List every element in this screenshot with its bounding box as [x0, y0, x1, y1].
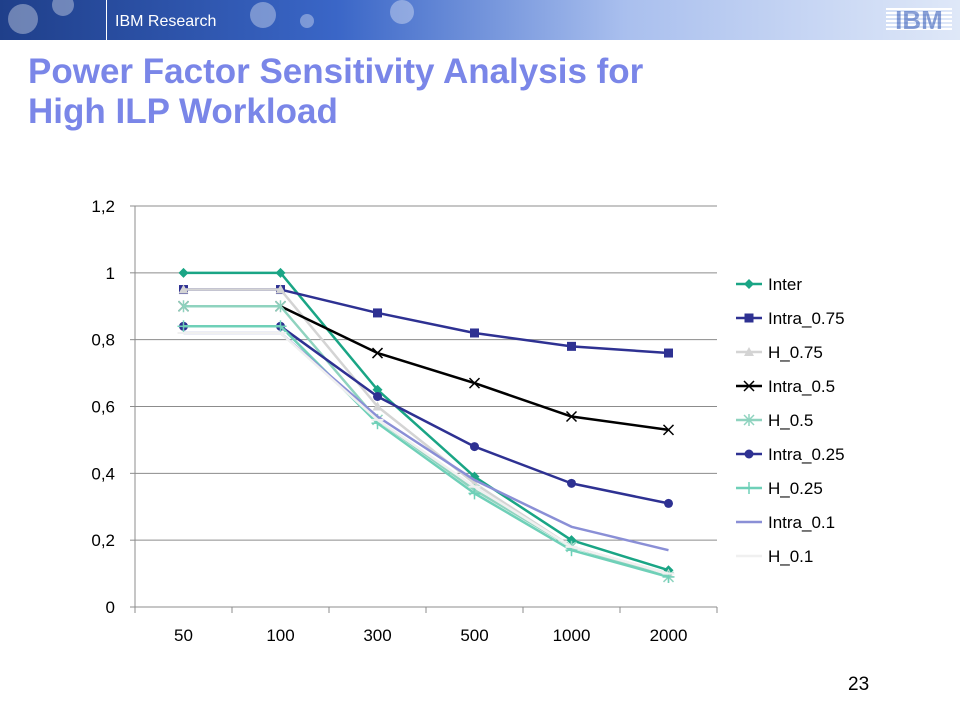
legend-label: H_0.5 [768, 411, 813, 430]
data-point [275, 284, 286, 294]
x-tick-label: 2000 [650, 626, 688, 645]
data-point [178, 267, 189, 278]
legend-label: H_0.1 [768, 547, 813, 566]
data-point [372, 401, 383, 411]
legend-marker [744, 449, 754, 459]
legend-item: Intra_0.75 [736, 309, 845, 328]
series-line [183, 288, 669, 355]
banner-decoration [250, 2, 276, 28]
data-point [470, 442, 479, 452]
series-line [183, 305, 669, 432]
legend: Inter Intra_0.75 H_0.75 Intra_0.5 H_0.5 Intra… [736, 275, 845, 566]
data-point [470, 328, 479, 338]
brand-label: IBM Research [106, 0, 216, 40]
legend-label: Intra_0.1 [768, 513, 835, 532]
series-intra-0-1 [183, 331, 669, 552]
series-line [183, 325, 669, 579]
legend-marker [744, 279, 754, 289]
ibm-logo: IBM [886, 5, 952, 34]
legend-item: H_0.1 [736, 547, 813, 566]
legend-label: Inter [768, 275, 802, 294]
series-intra-0-75 [179, 285, 673, 358]
y-tick-label: 1 [106, 264, 115, 283]
x-tick-label: 300 [363, 626, 391, 645]
gridlines [135, 205, 717, 541]
x-tick-label: 100 [266, 626, 294, 645]
data-point [274, 300, 287, 313]
series-h-0-25 [177, 320, 675, 583]
banner-decoration [52, 0, 74, 16]
data-point [567, 341, 576, 351]
data-point [274, 320, 287, 333]
y-tick-label: 0,4 [91, 464, 115, 483]
legend-marker [743, 482, 755, 494]
data-point [373, 391, 382, 401]
legend-item: H_0.5 [736, 411, 813, 430]
data-point [565, 410, 578, 423]
legend-marker [744, 313, 754, 323]
data-point [177, 320, 190, 333]
svg-text:IBM: IBM [895, 5, 943, 34]
data-point [371, 347, 384, 359]
x-tick-label: 50 [174, 626, 193, 645]
data-point [468, 377, 481, 389]
slide-title-line2: High ILP Workload [28, 92, 338, 131]
y-tick-label: 0,2 [91, 531, 115, 550]
legend-marker [743, 380, 755, 392]
legend-label: Intra_0.25 [768, 445, 845, 464]
data-point [664, 498, 673, 508]
y-tick-label: 0,6 [91, 398, 115, 417]
series-line [183, 331, 669, 552]
data-point [275, 267, 286, 278]
data-point [662, 424, 675, 436]
data-point [373, 308, 382, 318]
legend-label: Intra_0.75 [768, 309, 845, 328]
x-tick-label: 500 [460, 626, 488, 645]
legend-label: H_0.75 [768, 343, 823, 362]
x-tick-label: 1000 [553, 626, 591, 645]
y-tick-label: 1,2 [91, 197, 115, 216]
banner-decoration [390, 0, 414, 24]
page-number: 23 [848, 674, 870, 695]
legend-item: H_0.75 [736, 343, 823, 362]
slide-title-line1: Power Factor Sensitivity Analysis for [28, 52, 644, 91]
data-point [566, 535, 577, 546]
legend-item: Intra_0.5 [736, 377, 835, 396]
series-intra-0-5 [177, 300, 675, 436]
banner-decoration [300, 14, 314, 28]
data-point [468, 487, 481, 500]
series-line [183, 325, 669, 505]
axes: 0 0,2 0,4 0,6 0,8 1 1,2 50 100 300 500 1000 2000 [91, 197, 718, 645]
legend-marker [743, 414, 755, 426]
series-line [183, 271, 669, 572]
series-h-0-1 [177, 331, 675, 575]
y-tick-label: 0 [106, 598, 115, 617]
header-banner: IBM Research IBM [0, 0, 960, 40]
data-point [664, 348, 673, 358]
legend-item: H_0.25 [736, 479, 823, 498]
legend-item: Intra_0.25 [736, 445, 845, 464]
data-point [372, 384, 383, 395]
data-point [177, 300, 190, 313]
legend-item: Inter [736, 275, 802, 294]
series-line [183, 331, 669, 575]
series-lines [177, 267, 675, 583]
data-point [178, 284, 189, 294]
legend-label: Intra_0.5 [768, 377, 835, 396]
banner-decoration [8, 4, 38, 34]
slide-title: Power Factor Sensitivity Analysis for Hi… [28, 52, 908, 132]
data-point [567, 478, 576, 488]
y-tick-label: 0,8 [91, 331, 115, 350]
legend-item: Intra_0.1 [736, 513, 835, 532]
legend-label: H_0.25 [768, 479, 823, 498]
series-intra-0-25 [179, 321, 673, 508]
legend-marker [744, 347, 754, 356]
